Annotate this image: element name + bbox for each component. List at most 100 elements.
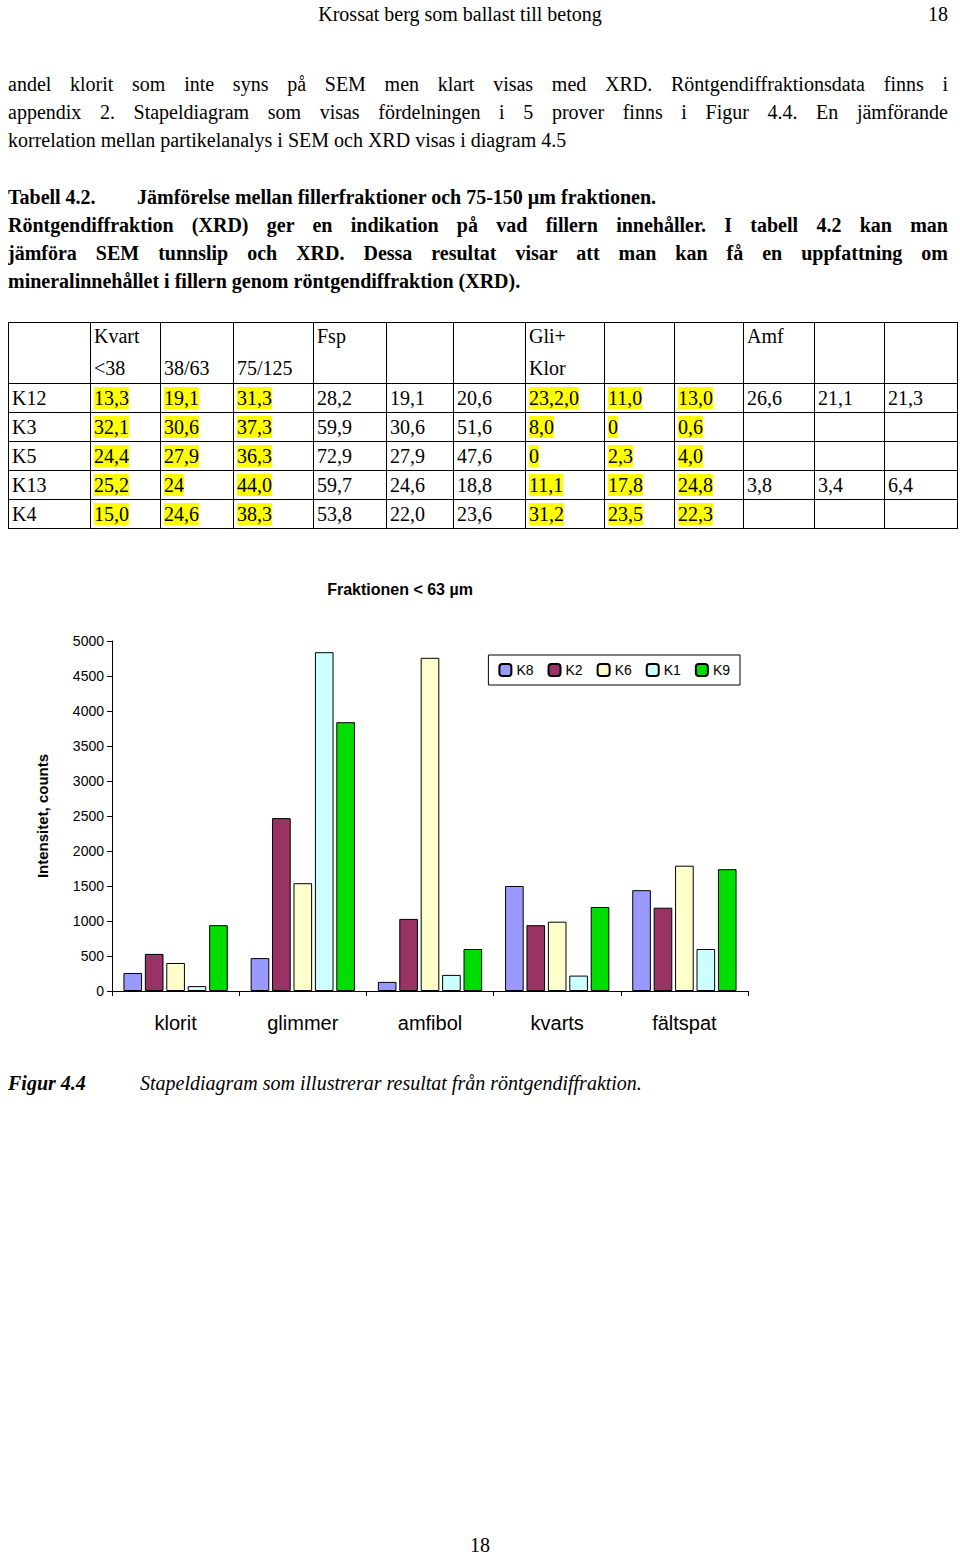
html-text:22,3: 22,3 xyxy=(678,503,713,525)
html-text:<38: <38 xyxy=(94,357,126,379)
html-text:47,6: 47,6 xyxy=(457,445,492,467)
svg-text:2000: 2000 xyxy=(73,843,104,859)
svg-text:3500: 3500 xyxy=(73,738,104,754)
html-text:17,8: 17,8 xyxy=(608,474,643,496)
svg-text:K9: K9 xyxy=(713,662,730,678)
html-text:K3: K3 xyxy=(12,416,37,438)
html-text:18: 18 xyxy=(928,3,948,25)
html-text:36,3: 36,3 xyxy=(237,445,272,467)
html-text:59,7: 59,7 xyxy=(317,474,352,496)
svg-text:3000: 3000 xyxy=(73,773,104,789)
html-text:3,8: 3,8 xyxy=(747,474,772,496)
html-text:31,3: 31,3 xyxy=(237,387,272,409)
html-text:20,6: 20,6 xyxy=(457,387,492,409)
html-text:Stapeldiagram som illustrerar: Stapeldiagram som illustrerar resultat f… xyxy=(140,1072,642,1094)
html-text:19,1: 19,1 xyxy=(390,387,425,409)
html-text:26,6: 26,6 xyxy=(747,387,782,409)
html-text:53,8: 53,8 xyxy=(317,503,352,525)
html-text:24,6: 24,6 xyxy=(390,474,425,496)
svg-text:klorit: klorit xyxy=(154,1012,197,1034)
html-text:44,0: 44,0 xyxy=(237,474,272,496)
html-text:Figur 4.4: Figur 4.4 xyxy=(8,1072,86,1094)
html-text:3,4: 3,4 xyxy=(818,474,843,496)
html-text:24: 24 xyxy=(164,474,184,496)
html-text:38/63: 38/63 xyxy=(164,357,210,379)
svg-text:1500: 1500 xyxy=(73,878,104,894)
html-text:mineralinnehållet i fillern ge: mineralinnehållet i fillern genom röntge… xyxy=(8,270,521,292)
html-text:0: 0 xyxy=(529,445,539,467)
html-text:72,9: 72,9 xyxy=(317,445,352,467)
html-text:38,3: 38,3 xyxy=(237,503,272,525)
html-text:appendix 2. Stapeldiagram som: appendix 2. Stapeldiagram som visas förd… xyxy=(8,101,948,123)
html-text:15,0: 15,0 xyxy=(94,503,129,525)
html-text:13,0: 13,0 xyxy=(678,387,713,409)
html-text:28,2: 28,2 xyxy=(317,387,352,409)
html-text:4,0: 4,0 xyxy=(678,445,703,467)
svg-text:K2: K2 xyxy=(566,662,583,678)
html-text:2,3: 2,3 xyxy=(608,445,633,467)
svg-text:amfibol: amfibol xyxy=(398,1012,462,1034)
html-text:21,3: 21,3 xyxy=(888,387,923,409)
html-text:13,3: 13,3 xyxy=(94,387,129,409)
html-text:andel klorit som inte syns på: andel klorit som inte syns på SEM men kl… xyxy=(8,73,948,95)
svg-text:500: 500 xyxy=(81,948,105,964)
html-text:11,0: 11,0 xyxy=(608,387,643,409)
html-text:25,2: 25,2 xyxy=(94,474,129,496)
html-text:27,9: 27,9 xyxy=(164,445,199,467)
html-text:23,6: 23,6 xyxy=(457,503,492,525)
html-text:K5: K5 xyxy=(12,445,37,467)
svg-text:fältspat: fältspat xyxy=(652,1012,717,1034)
html-text:22,0: 22,0 xyxy=(390,503,425,525)
html-text:jämföra SEM tunnslip och XRD.: jämföra SEM tunnslip och XRD. Dessa resu… xyxy=(8,242,948,264)
svg-text:4500: 4500 xyxy=(73,668,104,684)
html-text:0: 0 xyxy=(608,416,618,438)
html-text:Tabell 4.2.: Tabell 4.2. xyxy=(8,186,96,208)
svg-text:4000: 4000 xyxy=(73,703,104,719)
html-text:51,6: 51,6 xyxy=(457,416,492,438)
svg-text:5000: 5000 xyxy=(73,633,104,649)
html-text:K13: K13 xyxy=(12,474,47,496)
html-text:korrelation mellan partikelana: korrelation mellan partikelanalys i SEM … xyxy=(8,129,567,151)
html-text:Amf: Amf xyxy=(747,325,784,347)
html-text:0,6: 0,6 xyxy=(678,416,703,438)
html-text:Jämförelse mellan fillerfrakti: Jämförelse mellan fillerfraktioner och 7… xyxy=(137,186,656,208)
html-text:59,9: 59,9 xyxy=(317,416,352,438)
html-text:21,1: 21,1 xyxy=(818,387,853,409)
html-text:18,8: 18,8 xyxy=(457,474,492,496)
html-text:Fsp: Fsp xyxy=(317,325,346,347)
html-text:24,8: 24,8 xyxy=(678,474,713,496)
html-text:75/125: 75/125 xyxy=(237,357,293,379)
svg-text:glimmer: glimmer xyxy=(267,1012,338,1034)
html-text:24,6: 24,6 xyxy=(164,503,199,525)
html-text:30,6: 30,6 xyxy=(390,416,425,438)
svg-text:1000: 1000 xyxy=(73,913,104,929)
html-text:K12: K12 xyxy=(12,387,47,409)
html-text:Krossat berg som ballast till: Krossat berg som ballast till betong xyxy=(318,3,602,25)
html-text:6,4: 6,4 xyxy=(888,474,913,496)
html-text:23,5: 23,5 xyxy=(608,503,643,525)
svg-text:K1: K1 xyxy=(664,662,681,678)
svg-text:K6: K6 xyxy=(615,662,632,678)
svg-text:Intensitet, counts: Intensitet, counts xyxy=(34,754,51,878)
html-text:8,0: 8,0 xyxy=(529,416,554,438)
html-text:Gli+: Gli+ xyxy=(529,325,566,347)
svg-text:kvarts: kvarts xyxy=(531,1012,584,1034)
svg-text:0: 0 xyxy=(96,983,104,999)
html-text:37,3: 37,3 xyxy=(237,416,272,438)
html-text:32,1: 32,1 xyxy=(94,416,129,438)
html-text:18: 18 xyxy=(470,1534,490,1555)
svg-text:K8: K8 xyxy=(516,662,533,678)
html-text:19,1: 19,1 xyxy=(164,387,199,409)
html-text:24,4: 24,4 xyxy=(94,445,129,467)
html-text:30,6: 30,6 xyxy=(164,416,199,438)
html-text:K4: K4 xyxy=(12,503,37,525)
html-text:Kvart: Kvart xyxy=(94,325,140,347)
html-text:23,2,0: 23,2,0 xyxy=(529,387,579,409)
html-text:Röntgendiffraktion (XRD) ger e: Röntgendiffraktion (XRD) ger en indikati… xyxy=(8,214,948,236)
html-text:Klor: Klor xyxy=(529,357,566,379)
svg-text:Fraktionen < 63 µm: Fraktionen < 63 µm xyxy=(327,581,473,598)
html-text:11,1: 11,1 xyxy=(529,474,564,496)
svg-text:2500: 2500 xyxy=(73,808,104,824)
html-text:31,2: 31,2 xyxy=(529,503,564,525)
html-text:27,9: 27,9 xyxy=(390,445,425,467)
